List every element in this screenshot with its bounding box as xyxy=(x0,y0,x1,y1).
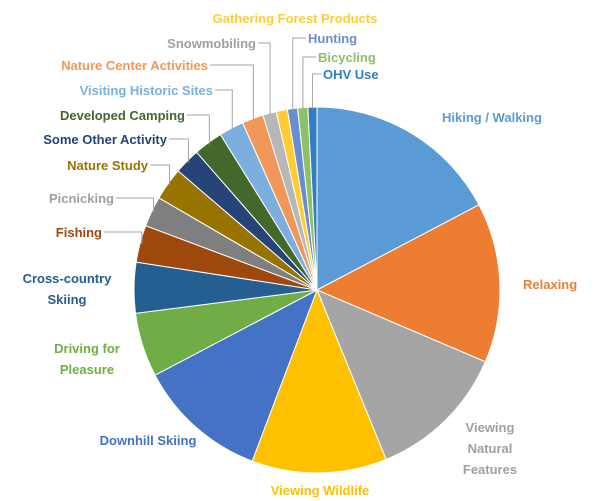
leader-line xyxy=(116,197,155,213)
leader-line xyxy=(292,37,306,111)
slice-label: Viewing Wildlife xyxy=(270,482,370,498)
pie-slice xyxy=(316,289,487,461)
pie-slice xyxy=(154,288,318,462)
leader-line xyxy=(302,56,316,110)
slice-label: Cross-country Skiing xyxy=(22,270,112,307)
slice-label: Hunting xyxy=(308,30,358,46)
leader-line xyxy=(104,231,143,245)
leader-line xyxy=(169,138,189,163)
slice-label: Fishing xyxy=(55,224,102,240)
slice-label: Visiting Historic Sites xyxy=(79,82,213,98)
leader-line xyxy=(187,114,210,145)
slice-label: Bicycling xyxy=(318,49,376,65)
leader-line xyxy=(311,73,321,110)
slice-label: Downhill Skiing xyxy=(99,432,197,448)
leader-line xyxy=(215,89,233,131)
slice-label: Picnicking xyxy=(48,190,114,206)
leader-line xyxy=(258,42,271,116)
slice-label: Developed Camping xyxy=(60,107,185,123)
slice-label: Gathering Forest Products xyxy=(212,10,378,26)
slice-label: Relaxing xyxy=(523,276,578,292)
slice-label: Snowmobiling xyxy=(167,35,256,51)
leader-line xyxy=(150,164,171,186)
pie-slice xyxy=(251,288,387,474)
slice-label: OHV Use xyxy=(323,66,379,82)
pie-slice xyxy=(315,204,501,363)
slice-label: Nature Study xyxy=(67,157,148,173)
leader-line xyxy=(210,64,254,121)
slice-label: Nature Center Activities xyxy=(61,57,208,73)
pie-slice xyxy=(316,106,480,291)
slice-label: Driving for Pleasure xyxy=(54,340,120,377)
slice-label: Some Other Activity xyxy=(43,131,167,147)
slice-label: Viewing Natural Features xyxy=(462,419,518,477)
slice-label: Hiking / Walking xyxy=(442,109,542,125)
